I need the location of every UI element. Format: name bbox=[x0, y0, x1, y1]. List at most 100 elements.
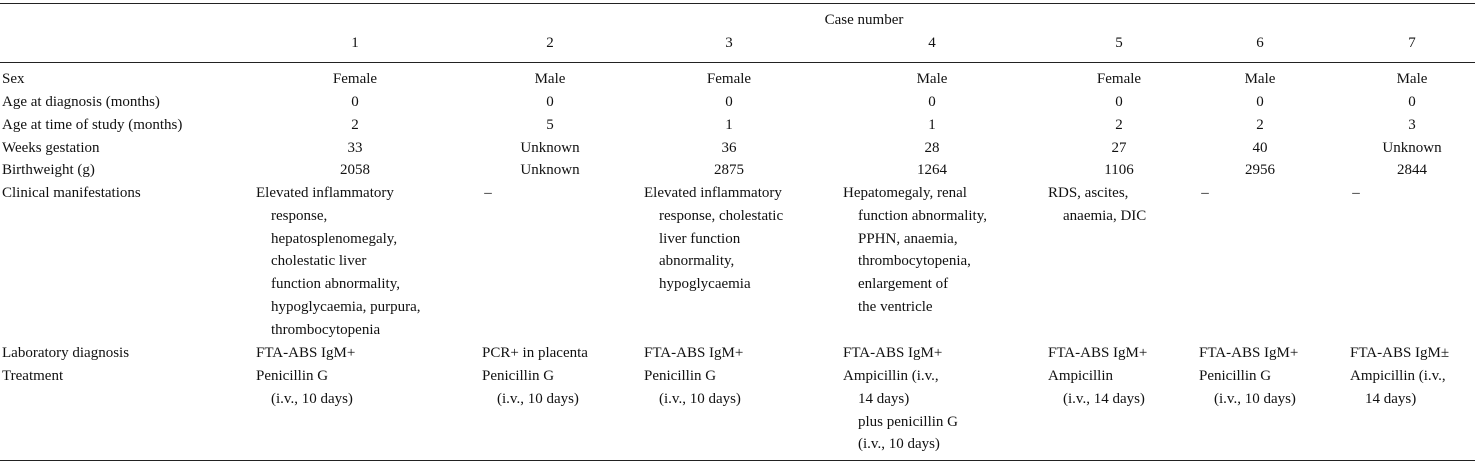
clinical-cell: RDS, ascites, anaemia, DIC bbox=[1048, 182, 1146, 228]
cell-line: Penicillin G bbox=[256, 368, 329, 384]
cell-line: (i.v., 14 days) bbox=[1063, 390, 1145, 407]
case-header-4: 4 bbox=[928, 35, 936, 51]
cell-line: function abnormality, bbox=[271, 276, 400, 293]
table-cell: Male bbox=[1244, 71, 1276, 87]
cell-line: Penicillin G bbox=[644, 368, 717, 384]
case-header-7: 7 bbox=[1408, 35, 1416, 51]
lab-cell: FTA-ABS IgM+ bbox=[1048, 345, 1148, 361]
row-label: Birthweight (g) bbox=[2, 162, 95, 178]
case-header-6: 6 bbox=[1256, 35, 1264, 51]
table-cell: Female bbox=[706, 71, 752, 87]
table-cell: Male bbox=[534, 71, 566, 87]
table-cell: Unknown bbox=[520, 140, 580, 156]
case-header-1: 1 bbox=[351, 35, 359, 51]
table-cell: 1 bbox=[725, 117, 733, 133]
table-cell: 1 bbox=[928, 117, 936, 133]
table-cell: 0 bbox=[1256, 94, 1264, 110]
table-cell: 2875 bbox=[714, 162, 744, 178]
cell-line: plus penicillin G bbox=[858, 413, 958, 430]
row-label: Treatment bbox=[2, 368, 64, 384]
cell-line: (i.v., 10 days) bbox=[858, 436, 940, 453]
cell-line: Ampicillin bbox=[1048, 368, 1113, 384]
cell-line: 14 days) bbox=[858, 390, 910, 407]
table-cell: 2844 bbox=[1397, 162, 1427, 178]
table-cell: 0 bbox=[928, 94, 936, 110]
lab-cell: FTA-ABS IgM+ bbox=[843, 345, 943, 361]
clinical-cell: – bbox=[1352, 185, 1360, 201]
lab-cell: FTA-ABS IgM± bbox=[1350, 345, 1450, 361]
lab-cell: PCR+ in placenta bbox=[482, 345, 588, 361]
table-cell: Unknown bbox=[520, 162, 580, 178]
cell-line: 14 days) bbox=[1365, 390, 1417, 407]
cell-line: the ventricle bbox=[858, 298, 933, 315]
table-cell: 0 bbox=[1408, 94, 1416, 110]
cell-line: (i.v., 10 days) bbox=[497, 390, 579, 407]
row-label: Laboratory diagnosis bbox=[2, 345, 130, 361]
row-label: Age at diagnosis (months) bbox=[2, 94, 160, 110]
clinical-cell: Elevated inflammatory response, hepatosple… bbox=[256, 182, 421, 342]
cell-line: PPHN, anaemia, bbox=[858, 230, 958, 247]
table-cell: 36 bbox=[721, 140, 737, 156]
treatment-cell: Penicillin G (i.v., 10 days) bbox=[256, 365, 353, 411]
table-cell: Male bbox=[916, 71, 948, 87]
cell-line: Elevated inflammatory bbox=[256, 185, 394, 201]
table-cell: 28 bbox=[924, 140, 940, 156]
row-label: Weeks gestation bbox=[2, 140, 100, 156]
lab-cell: FTA-ABS IgM+ bbox=[644, 345, 744, 361]
table-cell: 0 bbox=[351, 94, 359, 110]
cell-line: anaemia, DIC bbox=[1063, 207, 1147, 224]
treatment-cell: Ampicillin (i.v., 14 days) bbox=[1048, 365, 1145, 411]
treatment-cell: Penicillin G (i.v., 10 days) bbox=[1199, 365, 1296, 411]
cell-line: Penicillin G bbox=[1199, 368, 1272, 384]
cell-line: thrombocytopenia, bbox=[858, 253, 971, 270]
cell-line: Ampicillin (i.v., bbox=[1350, 368, 1446, 384]
top-rule bbox=[0, 3, 1475, 5]
cell-line: response, cholestatic bbox=[659, 207, 784, 224]
table-cell: 2 bbox=[1256, 117, 1264, 133]
case-header-2: 2 bbox=[546, 35, 554, 51]
table-cell: Female bbox=[332, 71, 378, 87]
table-cell: 2058 bbox=[340, 162, 370, 178]
cell-line: thrombocytopenia bbox=[271, 321, 381, 338]
table-cell: 2956 bbox=[1245, 162, 1275, 178]
clinical-cell: Hepatomegaly, renal function abnormality,… bbox=[843, 182, 987, 319]
table-cell: 0 bbox=[725, 94, 733, 110]
table-cell: 1264 bbox=[917, 162, 947, 178]
clinical-cell: Elevated inflammatory response, cholestat… bbox=[644, 182, 783, 296]
cell-line: enlargement of bbox=[858, 276, 949, 293]
table-cell: Unknown bbox=[1382, 140, 1442, 156]
table-cell: 0 bbox=[1115, 94, 1123, 110]
cell-line: (i.v., 10 days) bbox=[1214, 390, 1296, 407]
table-cell: Male bbox=[1396, 71, 1428, 87]
table-cell: 27 bbox=[1111, 140, 1127, 156]
cell-line: RDS, ascites, bbox=[1048, 185, 1129, 201]
lab-cell: FTA-ABS IgM+ bbox=[1199, 345, 1299, 361]
table-cell: 2 bbox=[1115, 117, 1123, 133]
table-cell: 3 bbox=[1408, 117, 1416, 133]
row-label: Clinical manifestations bbox=[2, 185, 141, 201]
table-cell: Female bbox=[1096, 71, 1142, 87]
cell-line: Hepatomegaly, renal bbox=[843, 185, 967, 201]
row-label: Sex bbox=[2, 71, 25, 87]
cell-line: hypoglycaemia, purpura, bbox=[271, 298, 421, 315]
treatment-cell: Penicillin G (i.v., 10 days) bbox=[644, 365, 741, 411]
clinical-cell: – bbox=[484, 185, 492, 201]
table-cell: 2 bbox=[351, 117, 359, 133]
table-cell: 1106 bbox=[1104, 162, 1134, 178]
cell-line: Penicillin G bbox=[482, 368, 555, 384]
cell-line: Elevated inflammatory bbox=[644, 185, 782, 201]
cell-line: hepatosplenomegaly, bbox=[271, 230, 398, 247]
table-cell: 33 bbox=[347, 140, 363, 156]
lab-cell: FTA-ABS IgM+ bbox=[256, 345, 356, 361]
cell-line: liver function bbox=[659, 230, 741, 247]
cell-line: Ampicillin (i.v., bbox=[843, 368, 939, 384]
cell-line: (i.v., 10 days) bbox=[659, 390, 741, 407]
cell-line: cholestatic liver bbox=[271, 253, 367, 270]
row-label: Age at time of study (months) bbox=[2, 117, 183, 133]
clinical-cell: – bbox=[1201, 185, 1209, 201]
treatment-cell: Ampicillin (i.v., 14 days) plus penicillin… bbox=[843, 365, 958, 456]
cell-line: function abnormality, bbox=[858, 207, 987, 224]
case-number-heading: Case number bbox=[824, 12, 904, 28]
cell-line: hypoglycaemia bbox=[659, 276, 751, 293]
